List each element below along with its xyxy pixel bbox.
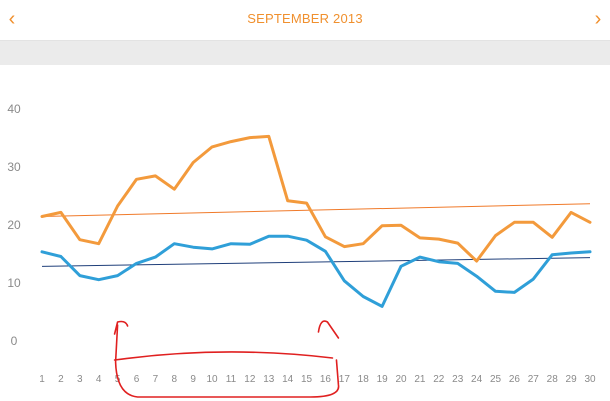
x-tick-label: 16 — [320, 374, 332, 385]
x-tick-label: 21 — [414, 374, 426, 385]
x-tick-label: 1 — [39, 374, 45, 385]
y-tick-label: 30 — [7, 160, 21, 174]
y-tick-label: 0 — [11, 334, 18, 348]
x-tick-label: 29 — [566, 374, 578, 385]
month-title: SEPTEMBER 2013 — [247, 11, 363, 26]
y-tick-label: 10 — [7, 276, 21, 290]
x-tick-label: 15 — [301, 374, 313, 385]
x-tick-label: 30 — [584, 374, 596, 385]
x-tick-label: 19 — [377, 374, 389, 385]
x-tick-label: 20 — [395, 374, 407, 385]
x-tick-label: 4 — [96, 374, 102, 385]
bracket-outline — [114, 324, 340, 398]
y-tick-label: 40 — [7, 102, 21, 116]
bracket-inner-arc — [113, 351, 334, 361]
x-tick-label: 28 — [547, 374, 559, 385]
x-tick-label: 17 — [339, 374, 351, 385]
bracket-left-hook — [113, 320, 129, 335]
x-tick-label: 22 — [433, 374, 445, 385]
series-lines — [40, 134, 592, 308]
x-tick-label: 24 — [471, 374, 483, 385]
x-tick-label: 13 — [263, 374, 275, 385]
x-tick-label: 14 — [282, 374, 294, 385]
series-line — [40, 134, 592, 263]
x-tick-label: 12 — [244, 374, 256, 385]
bracket-right-hook — [317, 320, 340, 339]
x-tick-label: 7 — [153, 374, 159, 385]
x-tick-label: 25 — [490, 374, 502, 385]
x-tick-label: 23 — [452, 374, 464, 385]
x-tick-label: 11 — [226, 374, 237, 385]
x-tick-label: 10 — [207, 374, 219, 385]
x-tick-label: 26 — [509, 374, 521, 385]
x-tick-label: 8 — [171, 374, 177, 385]
toolbar-strip — [0, 40, 610, 65]
trendlines — [41, 203, 591, 267]
series-line — [40, 234, 592, 308]
x-tick-label: 6 — [134, 374, 140, 385]
trendline — [41, 203, 591, 217]
y-axis-ticks: 0 10 20 30 40 — [7, 102, 21, 348]
x-axis-ticks: 1 2 3 4 5 6 7 8 9 10 11 12 13 14 15 16 17 18 19 20 21 22 23 24 2… — [39, 374, 596, 385]
x-tick-label: 3 — [77, 374, 83, 385]
x-tick-label: 2 — [58, 374, 64, 385]
trendline — [41, 257, 591, 267]
calendar-header: ‹ SEPTEMBER 2013 › — [0, 0, 610, 40]
x-tick-label: 9 — [190, 374, 196, 385]
chevron-left-icon[interactable]: ‹ — [8, 8, 16, 30]
x-tick-label: 18 — [358, 374, 370, 385]
chevron-right-icon[interactable]: › — [594, 8, 602, 30]
annotation-bracket — [113, 320, 340, 398]
x-tick-label: 27 — [528, 374, 540, 385]
y-tick-label: 20 — [7, 218, 21, 232]
